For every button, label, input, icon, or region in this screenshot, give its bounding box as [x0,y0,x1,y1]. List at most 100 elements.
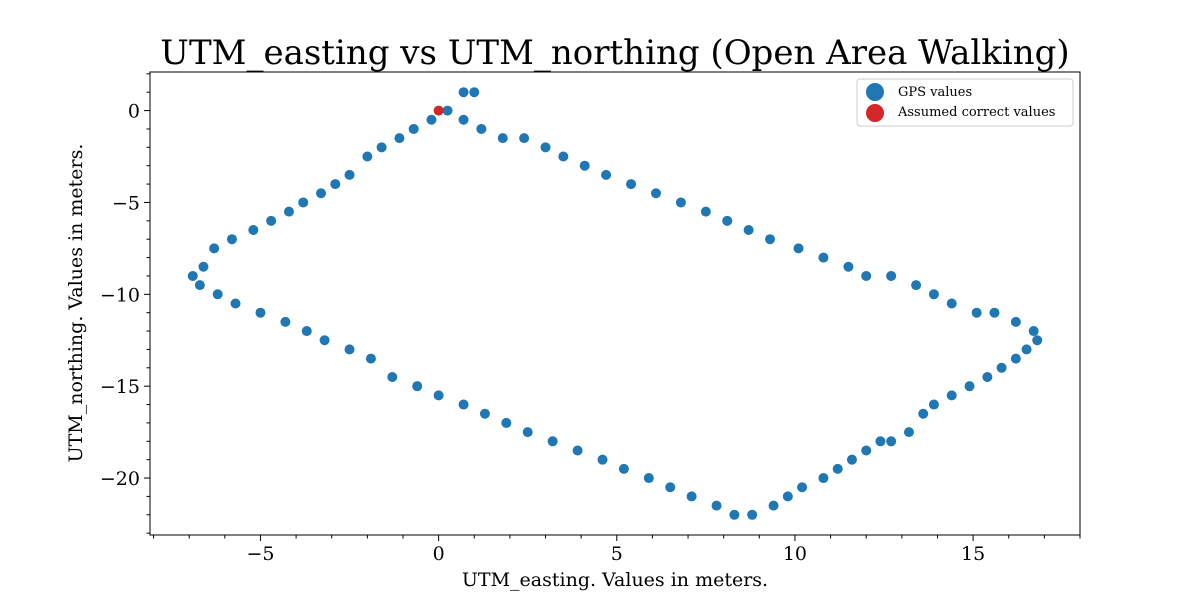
gps-values-point [782,491,793,502]
x-tick-label: 10 [783,543,807,565]
gps-values-point [665,482,676,493]
y-tick-label: −15 [100,376,140,398]
gps-values-point [797,482,808,493]
gps-values-point [283,206,294,217]
gps-values-point [928,399,939,410]
gps-values-point [601,169,612,180]
gps-values-point [412,381,423,392]
gps-values-point [700,206,711,217]
gps-values-point [946,298,957,309]
plot-frame [149,71,1081,536]
gps-values-point [540,142,551,153]
gps-values-point [886,436,897,447]
gps-values-point [747,509,758,520]
gps-values-point [497,133,508,144]
gps-values-point [946,390,957,401]
gps-values-point [212,289,223,300]
gps-values-point [426,114,437,125]
gps-values-point [818,252,829,263]
gps-values-point [843,261,854,272]
gps-values-point [989,307,1000,318]
gps-values-point [743,225,754,236]
gps-values-point [394,133,405,144]
gps-values-point [248,225,259,236]
gps-values-point [266,215,277,226]
x-tick-label: 15 [961,543,985,565]
gps-values-point [198,261,209,272]
gps-values-point [971,307,982,318]
y-axis-label: UTM_northing. Values in meters. [65,144,87,463]
gps-values-point [280,316,291,327]
legend-marker-assumed-correct-values [866,104,884,122]
gps-values-point [547,436,558,447]
assumed-correct-values-point [433,105,444,116]
gps-values-point [1032,335,1043,346]
gps-values-point [365,353,376,364]
gps-values-point [433,390,444,401]
gps-values-point [519,133,530,144]
gps-values-point [818,473,829,484]
gps-values-point [1028,326,1039,337]
gps-values-point [579,160,590,171]
gps-values-point [442,105,453,116]
gps-values-point [522,427,533,438]
legend-label-gps-values: GPS values [898,85,972,100]
gps-values-point [230,298,241,309]
gps-values-point [768,500,779,511]
legend-box [856,78,1074,127]
gps-values-point [226,234,237,245]
gps-values-point [319,335,330,346]
gps-values-point [918,408,929,419]
gps-values-point [643,473,654,484]
gps-values-point [793,243,804,254]
gps-values-point [982,371,993,382]
gps-values-point [618,463,629,474]
gps-values-point [722,215,733,226]
gps-values-point [344,169,355,180]
y-tick-label: −5 [112,192,140,214]
gps-values-point [316,188,327,199]
gps-values-point [255,307,266,318]
gps-values-point [875,436,886,447]
ticks-layer: −5 0 5 10 15 0 −5 −10 −15 −20 [100,73,1081,565]
gps-values-point [469,87,480,98]
gps-values-point [686,491,697,502]
points-layer [187,87,1043,520]
gps-values-point [330,179,341,190]
gps-values-point [376,142,387,153]
gps-values-point [479,408,490,419]
gps-values-point [832,463,843,474]
gps-values-point [861,445,872,456]
gps-values-point [476,123,487,134]
gps-values-point [458,114,469,125]
chart-title: UTM_easting vs UTM_northing (Open Area W… [160,33,1069,73]
gps-values-point [194,280,205,291]
gps-values-point [765,234,775,245]
gps-values-point [362,151,373,162]
y-tick-label: 0 [128,101,140,123]
gps-values-point [458,87,469,98]
legend-marker-gps-values [866,83,884,101]
gps-values-point [387,371,398,382]
x-axis-label: UTM_easting. Values in meters. [462,569,768,591]
gps-values-point [1010,353,1021,364]
gps-values-point [996,362,1007,373]
gps-values-point [928,289,939,300]
legend: GPS values Assumed correct values [856,78,1074,127]
gps-values-point [458,399,469,410]
gps-values-point [886,270,897,281]
gps-values-point [501,417,512,428]
x-tick-label: −5 [246,543,274,565]
y-tick-label: −20 [100,468,140,490]
gps-values-point [911,280,922,291]
gps-values-point [301,326,312,337]
gps-values-point [597,454,608,465]
y-tick-label: −10 [100,284,140,306]
gps-values-point [209,243,220,254]
gps-values-point [861,270,872,281]
gps-values-point [1010,316,1021,327]
gps-values-point [187,270,198,281]
gps-values-point [408,123,419,134]
gps-values-point [558,151,569,162]
